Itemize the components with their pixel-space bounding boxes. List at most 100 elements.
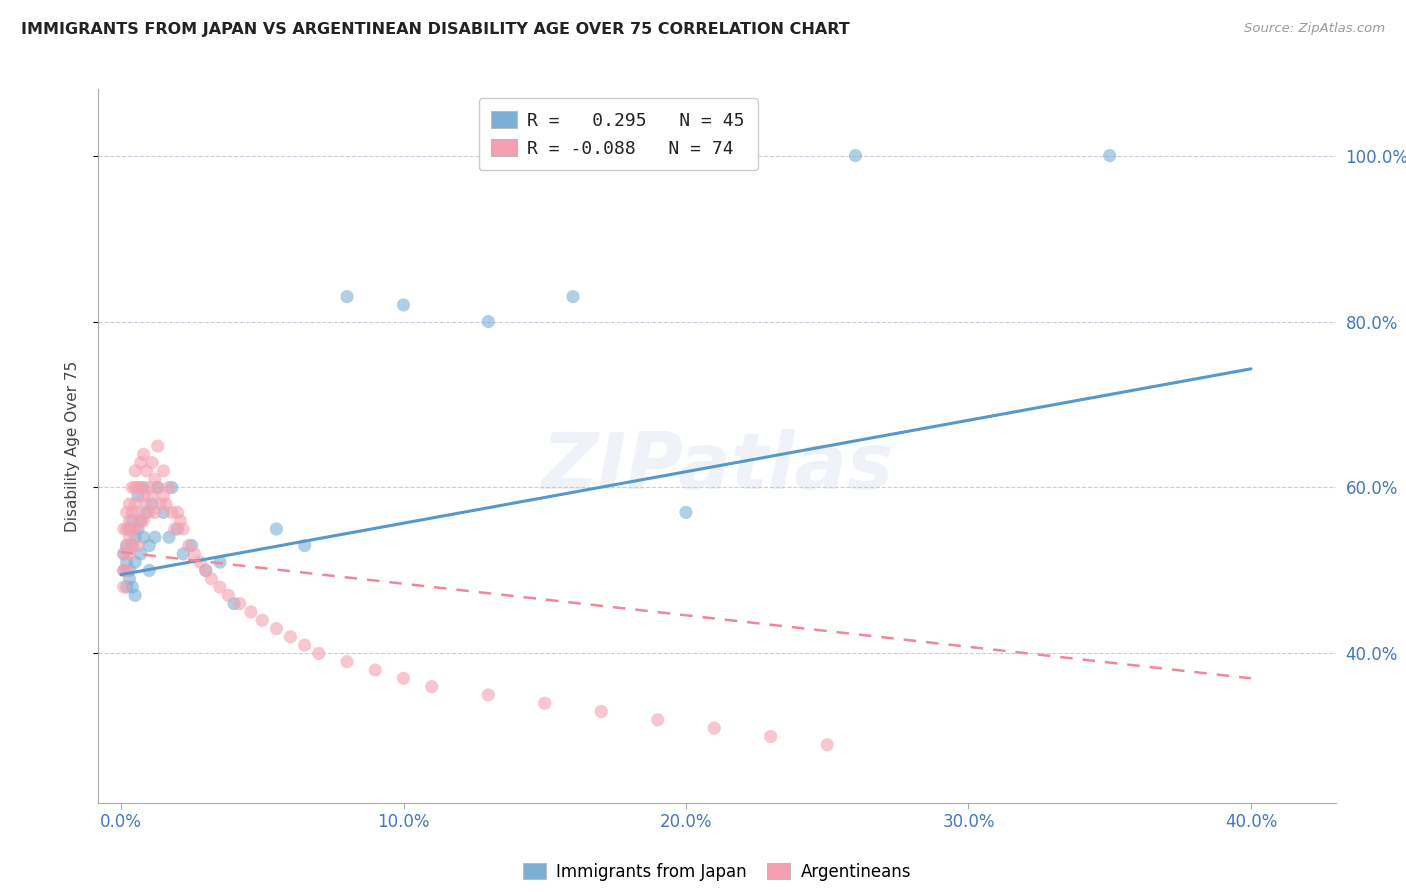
Point	[152, 464, 174, 478]
Point	[121, 580, 143, 594]
Point	[118, 530, 141, 544]
Point	[392, 298, 415, 312]
Point	[127, 481, 149, 495]
Point	[141, 489, 163, 503]
Point	[172, 522, 194, 536]
Point	[152, 505, 174, 519]
Point	[169, 514, 191, 528]
Point	[129, 456, 152, 470]
Point	[121, 481, 143, 495]
Point	[647, 713, 669, 727]
Point	[675, 505, 697, 519]
Point	[294, 638, 316, 652]
Point	[222, 597, 245, 611]
Point	[815, 738, 838, 752]
Text: Source: ZipAtlas.com: Source: ZipAtlas.com	[1244, 22, 1385, 36]
Point	[121, 539, 143, 553]
Point	[138, 481, 160, 495]
Point	[121, 522, 143, 536]
Point	[124, 555, 146, 569]
Point	[152, 489, 174, 503]
Point	[127, 522, 149, 536]
Point	[127, 505, 149, 519]
Point	[112, 564, 135, 578]
Point	[759, 730, 782, 744]
Point	[124, 481, 146, 495]
Text: IMMIGRANTS FROM JAPAN VS ARGENTINEAN DISABILITY AGE OVER 75 CORRELATION CHART: IMMIGRANTS FROM JAPAN VS ARGENTINEAN DIS…	[21, 22, 849, 37]
Point	[121, 514, 143, 528]
Point	[112, 522, 135, 536]
Point	[132, 481, 155, 495]
Point	[308, 647, 330, 661]
Point	[127, 489, 149, 503]
Point	[533, 696, 555, 710]
Point	[166, 522, 188, 536]
Point	[477, 314, 499, 328]
Point	[200, 572, 222, 586]
Point	[266, 622, 288, 636]
Point	[115, 505, 138, 519]
Point	[115, 564, 138, 578]
Point	[132, 514, 155, 528]
Point	[124, 497, 146, 511]
Point	[115, 539, 138, 553]
Point	[194, 564, 217, 578]
Point	[477, 688, 499, 702]
Point	[703, 721, 725, 735]
Point	[138, 564, 160, 578]
Point	[118, 547, 141, 561]
Point	[143, 530, 166, 544]
Point	[124, 464, 146, 478]
Point	[118, 514, 141, 528]
Point	[228, 597, 250, 611]
Point	[129, 547, 152, 561]
Point	[115, 555, 138, 569]
Point	[132, 447, 155, 461]
Point	[591, 705, 613, 719]
Point	[155, 497, 177, 511]
Legend: Immigrants from Japan, Argentineans: Immigrants from Japan, Argentineans	[516, 856, 918, 888]
Point	[135, 505, 157, 519]
Point	[157, 481, 180, 495]
Point	[280, 630, 302, 644]
Point	[266, 522, 288, 536]
Point	[252, 613, 274, 627]
Point	[146, 481, 169, 495]
Point	[135, 497, 157, 511]
Point	[118, 497, 141, 511]
Point	[208, 580, 231, 594]
Point	[121, 505, 143, 519]
Point	[124, 522, 146, 536]
Point	[118, 564, 141, 578]
Point	[141, 456, 163, 470]
Point	[146, 439, 169, 453]
Point	[163, 522, 186, 536]
Point	[115, 580, 138, 594]
Point	[336, 655, 359, 669]
Point	[118, 572, 141, 586]
Point	[112, 580, 135, 594]
Point	[121, 539, 143, 553]
Point	[143, 505, 166, 519]
Point	[129, 514, 152, 528]
Point	[1212, 862, 1234, 876]
Point	[336, 290, 359, 304]
Point	[115, 539, 138, 553]
Point	[132, 530, 155, 544]
Point	[124, 588, 146, 602]
Point	[160, 481, 183, 495]
Point	[208, 555, 231, 569]
Point	[562, 290, 585, 304]
Point	[149, 497, 172, 511]
Point	[143, 472, 166, 486]
Point	[160, 505, 183, 519]
Text: ZIPatlas: ZIPatlas	[541, 429, 893, 506]
Point	[177, 539, 200, 553]
Point	[127, 539, 149, 553]
Point	[172, 547, 194, 561]
Point	[364, 663, 387, 677]
Point	[141, 497, 163, 511]
Point	[112, 547, 135, 561]
Point	[166, 505, 188, 519]
Point	[118, 522, 141, 536]
